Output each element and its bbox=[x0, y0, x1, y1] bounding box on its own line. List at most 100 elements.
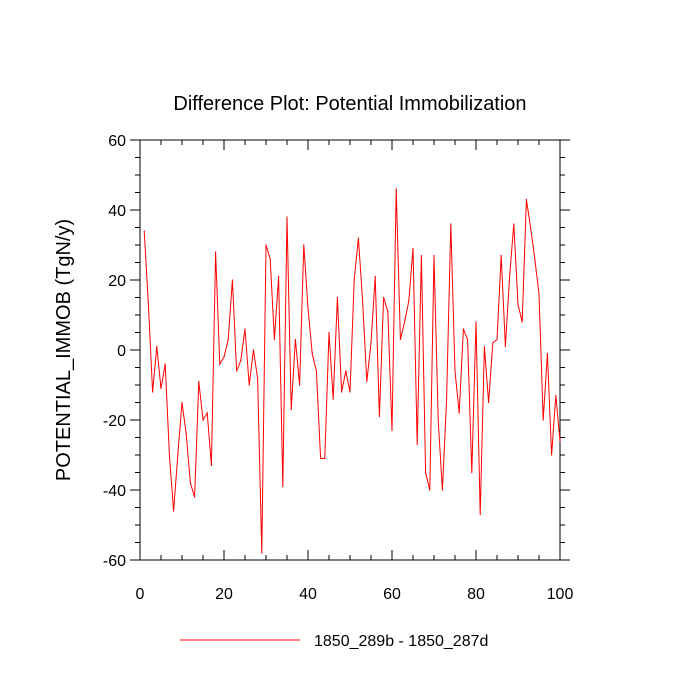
data-point bbox=[202, 419, 204, 421]
x-tick-label: 40 bbox=[299, 586, 317, 603]
legend-label: 1850_289b - 1850_287d bbox=[314, 633, 488, 650]
data-point bbox=[194, 496, 196, 498]
x-tick-label: 80 bbox=[467, 586, 485, 603]
data-point bbox=[551, 454, 553, 456]
y-tick-label: 60 bbox=[108, 133, 126, 150]
data-point bbox=[273, 338, 275, 341]
data-point bbox=[168, 454, 170, 456]
data-point bbox=[546, 352, 549, 355]
data-point bbox=[210, 464, 212, 467]
data-point bbox=[412, 247, 414, 250]
data-point bbox=[496, 338, 498, 341]
data-point bbox=[542, 419, 544, 421]
data-point bbox=[555, 394, 557, 397]
data-point bbox=[395, 188, 397, 190]
data-point bbox=[248, 384, 250, 386]
data-point bbox=[336, 296, 338, 299]
data-point bbox=[215, 251, 217, 253]
data-point bbox=[429, 489, 431, 491]
y-tick-label: 0 bbox=[117, 343, 126, 360]
data-point bbox=[152, 391, 154, 393]
data-point bbox=[278, 275, 280, 278]
data-point bbox=[479, 513, 481, 516]
data-point bbox=[290, 408, 292, 411]
data-point bbox=[181, 401, 183, 404]
data-point bbox=[492, 342, 494, 344]
data-point bbox=[446, 398, 448, 400]
data-point bbox=[521, 321, 523, 323]
data-point bbox=[341, 391, 343, 393]
data-point bbox=[357, 237, 359, 239]
data-point bbox=[475, 321, 477, 323]
data-point bbox=[282, 485, 284, 488]
data-point bbox=[500, 254, 502, 257]
data-point bbox=[362, 300, 364, 302]
data-point bbox=[416, 443, 418, 446]
data-point bbox=[206, 412, 208, 414]
data-point bbox=[257, 377, 259, 379]
y-axis-label: POTENTIAL_IMMOB (TgN/y) bbox=[53, 219, 75, 481]
data-point bbox=[173, 510, 175, 512]
data-point bbox=[315, 370, 317, 372]
data-point bbox=[353, 279, 355, 281]
y-tick-label: -60 bbox=[103, 553, 126, 570]
data-point bbox=[441, 489, 443, 491]
data-point bbox=[404, 321, 406, 323]
data-point bbox=[483, 345, 485, 348]
y-tick-label: 20 bbox=[108, 273, 126, 290]
data-point bbox=[227, 338, 229, 341]
data-point bbox=[156, 345, 158, 348]
data-point bbox=[223, 356, 225, 358]
data-point bbox=[349, 391, 351, 393]
data-point bbox=[425, 471, 427, 474]
plot-frame bbox=[139, 139, 561, 561]
data-point bbox=[454, 370, 456, 372]
data-point bbox=[294, 338, 296, 341]
data-point bbox=[198, 380, 200, 383]
data-point bbox=[147, 303, 149, 306]
data-point bbox=[261, 552, 263, 554]
data-point bbox=[471, 471, 473, 474]
data-point bbox=[244, 328, 246, 330]
data-point bbox=[345, 370, 347, 372]
x-tick-label: 20 bbox=[215, 586, 233, 603]
data-point bbox=[189, 482, 191, 484]
data-point bbox=[303, 244, 305, 246]
data-point bbox=[420, 254, 422, 257]
data-point bbox=[324, 457, 326, 460]
data-point bbox=[177, 454, 179, 456]
data-point bbox=[462, 328, 464, 330]
data-point bbox=[467, 338, 469, 341]
data-point bbox=[538, 293, 540, 295]
y-tick-label: 40 bbox=[108, 203, 126, 220]
data-point bbox=[433, 254, 435, 257]
series-line bbox=[143, 188, 561, 554]
data-point bbox=[383, 296, 385, 299]
data-point bbox=[437, 419, 439, 421]
data-point bbox=[517, 303, 519, 306]
data-point bbox=[513, 223, 515, 225]
data-point bbox=[408, 300, 410, 302]
data-point bbox=[311, 352, 313, 355]
data-point bbox=[332, 398, 334, 400]
data-point bbox=[378, 415, 380, 418]
data-point bbox=[269, 258, 271, 260]
data-point bbox=[370, 342, 372, 344]
data-point bbox=[252, 349, 254, 351]
data-point bbox=[399, 338, 401, 341]
data-point bbox=[387, 310, 389, 313]
data-point bbox=[143, 230, 145, 232]
data-point bbox=[236, 370, 238, 372]
data-point bbox=[488, 401, 490, 404]
data-point bbox=[160, 387, 162, 390]
data-point bbox=[509, 275, 511, 278]
data-point bbox=[286, 216, 288, 218]
axis-ticks bbox=[130, 139, 570, 561]
data-point bbox=[458, 412, 460, 414]
y-tick-label: -20 bbox=[103, 413, 126, 430]
data-point bbox=[504, 345, 506, 348]
data-point bbox=[366, 380, 368, 383]
data-point bbox=[320, 457, 322, 460]
data-point bbox=[164, 363, 166, 365]
